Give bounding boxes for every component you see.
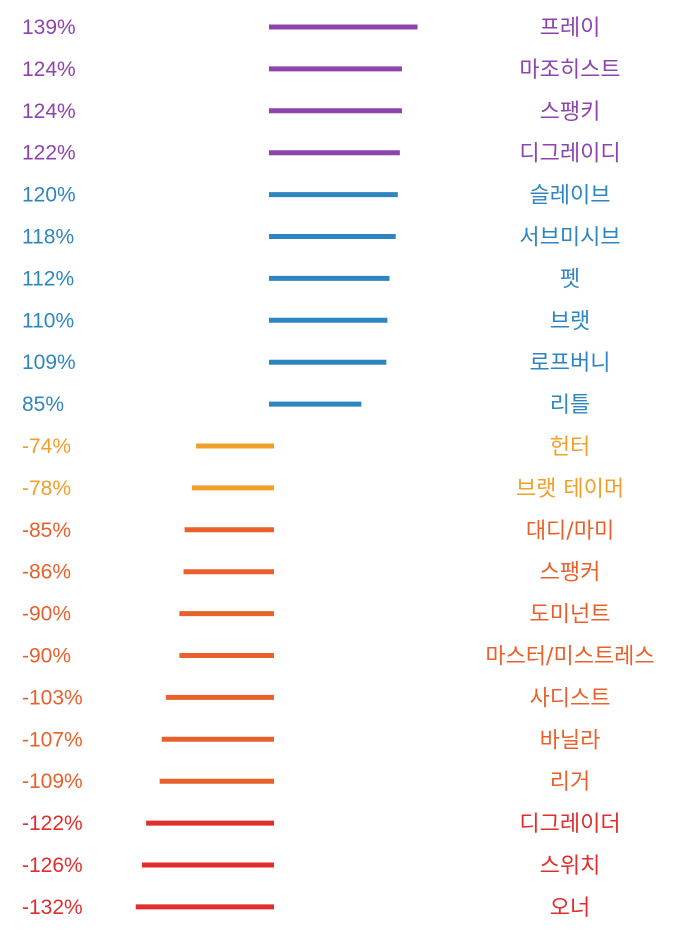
value-label: 109% [22, 351, 76, 374]
value-label: 124% [22, 100, 76, 123]
value-label: -85% [22, 519, 71, 542]
category-label: 스팽키 [540, 100, 601, 125]
value-label: -107% [22, 728, 83, 751]
value-label: -132% [22, 896, 83, 919]
category-label: 슬레이브 [530, 184, 611, 209]
value-label: -86% [22, 561, 71, 584]
category-label: 브랫 [550, 309, 590, 334]
category-label: 로프버니 [530, 351, 611, 376]
category-label: 도미넌트 [530, 603, 611, 628]
category-label: 리틀 [550, 393, 590, 418]
value-label: -122% [22, 812, 83, 835]
value-label: 139% [22, 16, 76, 39]
value-label: 124% [22, 58, 76, 81]
value-label: 85% [22, 393, 64, 416]
category-label: 펫 [560, 267, 580, 292]
category-label: 바닐라 [540, 728, 601, 753]
category-label: 마조히스트 [519, 58, 620, 83]
category-label: 오너 [550, 896, 590, 921]
value-label: 112% [22, 267, 74, 290]
category-label: 리거 [550, 770, 590, 795]
category-label: 스위치 [540, 854, 601, 879]
value-label: -103% [22, 686, 83, 709]
value-label: -90% [22, 603, 71, 626]
category-label: 스팽커 [540, 561, 601, 586]
value-label: 120% [22, 184, 76, 207]
category-label: 프레이 [540, 16, 601, 41]
value-label: 110% [22, 309, 74, 332]
value-label: 122% [22, 142, 76, 165]
value-label: -90% [22, 645, 71, 668]
value-label: -126% [22, 854, 83, 877]
category-label: 헌터 [550, 435, 590, 460]
category-label: 사디스트 [530, 686, 611, 711]
category-label: 디그레이디 [519, 142, 620, 167]
category-label: 마스터/미스트레스 [485, 645, 654, 670]
category-label: 대디/마미 [526, 519, 614, 544]
category-label: 브랫 테이머 [516, 477, 624, 502]
value-label: -74% [22, 435, 71, 458]
value-label: -78% [22, 477, 71, 500]
category-label: 서브미시브 [519, 226, 620, 251]
value-label: 118% [22, 226, 74, 249]
category-label: 디그레이더 [519, 812, 620, 837]
value-label: -109% [22, 770, 83, 793]
